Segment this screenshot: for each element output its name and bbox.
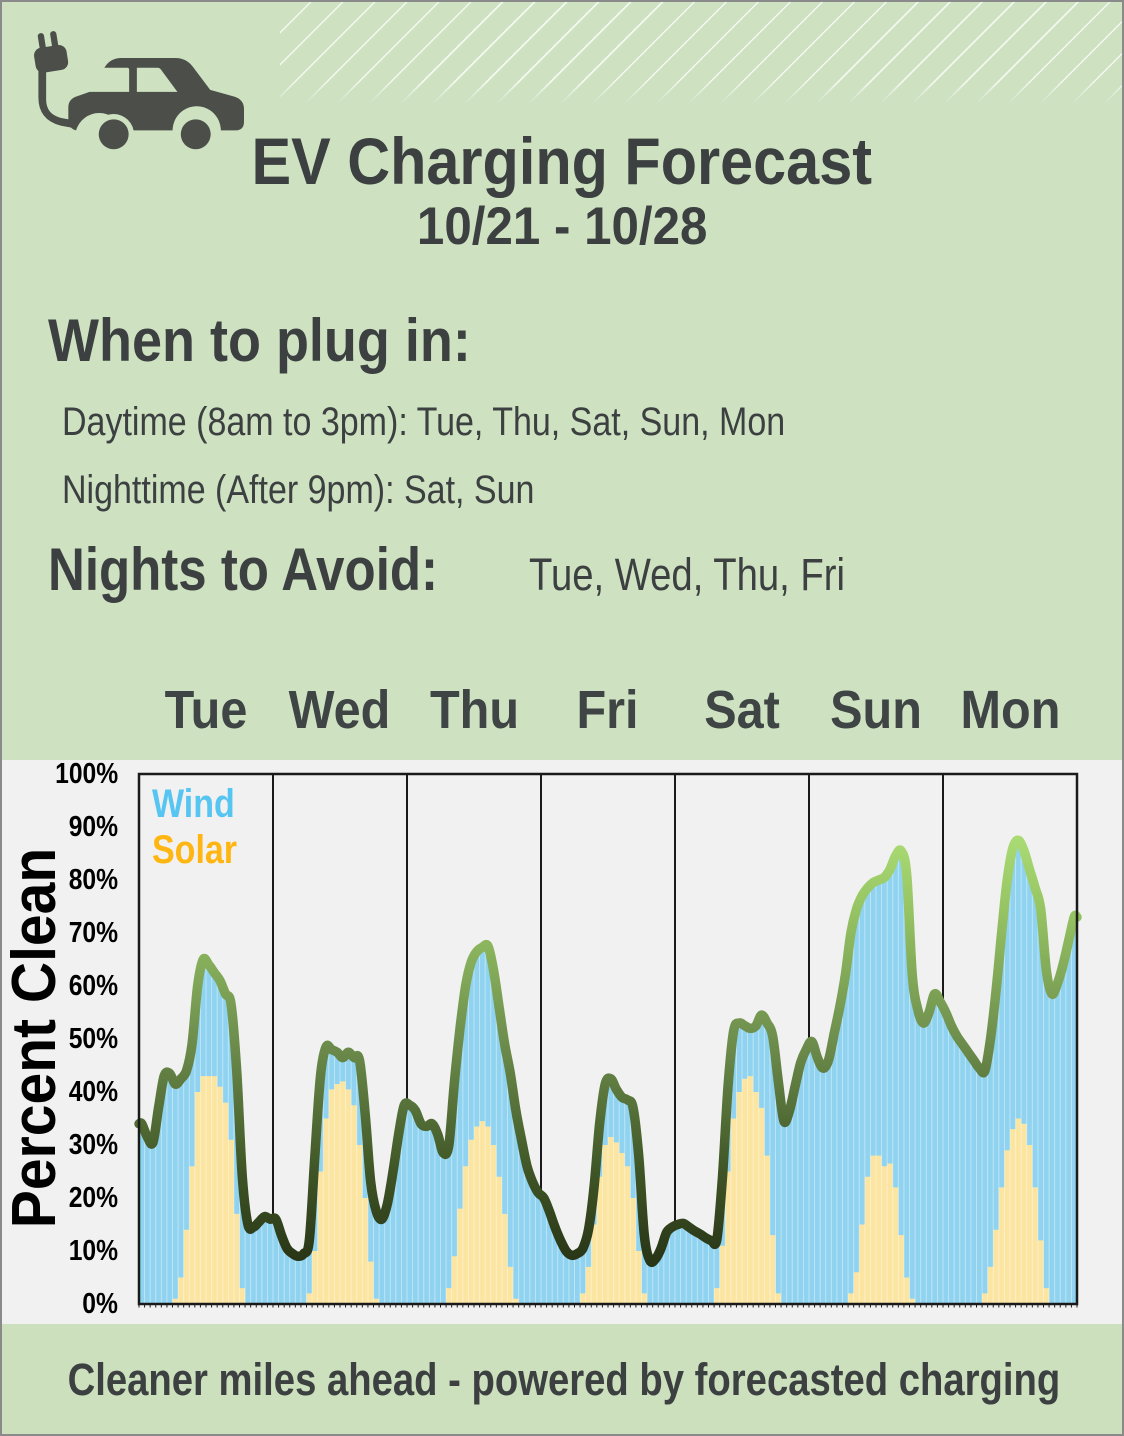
- clean-energy-chart: [134, 772, 1082, 1308]
- legend-solar: Solar: [152, 828, 238, 872]
- y-axis-title: Percent Clean: [0, 847, 69, 1229]
- ev-car-plug-icon: [34, 31, 244, 155]
- page-title-text: EV Charging Forecast: [251, 124, 873, 198]
- rear-window: [136, 67, 178, 92]
- nights-to-avoid-row: Nights to Avoid: Tue, Wed, Thu, Fri: [48, 538, 901, 602]
- day-label-sun: Sun: [830, 680, 922, 740]
- legend-wind: Wind: [152, 782, 235, 826]
- diagonal-stripes-decoration: [280, 2, 1122, 104]
- rear-wheel: [180, 119, 211, 150]
- ytick-100: 100%: [54, 758, 118, 790]
- nights-to-avoid-days: Tue, Wed, Thu, Fri: [528, 549, 845, 600]
- footer-tagline: Cleaner miles ahead - powered by forecas…: [67, 1354, 1061, 1405]
- nights-to-avoid-heading: Nights to Avoid:: [48, 536, 439, 603]
- daytime-recommendation: Daytime (8am to 3pm): Tue, Thu, Sat, Sun…: [62, 400, 786, 444]
- footer-banner: Cleaner miles ahead - powered by forecas…: [2, 1324, 1122, 1434]
- plug-prong-right: [50, 31, 59, 50]
- date-range: 10/21 - 10/28: [2, 199, 1122, 255]
- ytick-30: 30%: [68, 1129, 118, 1161]
- page-title: EV Charging Forecast: [2, 128, 1122, 194]
- plug-prong-left: [37, 33, 46, 52]
- chart-legend: Wind Solar: [152, 781, 252, 873]
- day-label-wed: Wed: [289, 680, 391, 740]
- day-label-mon: Mon: [960, 680, 1060, 740]
- date-range-text: 10/21 - 10/28: [416, 197, 708, 256]
- ytick-90: 90%: [68, 811, 118, 843]
- day-label-sat: Sat: [704, 680, 780, 740]
- ytick-10: 10%: [68, 1235, 118, 1267]
- front-wheel: [98, 119, 129, 150]
- ytick-70: 70%: [68, 917, 118, 949]
- day-label-tue: Tue: [164, 680, 248, 740]
- ytick-40: 40%: [68, 1076, 118, 1108]
- day-label-thu: Thu: [429, 680, 519, 740]
- day-label-fri: Fri: [576, 680, 640, 740]
- ytick-60: 60%: [68, 970, 118, 1002]
- charging-cable: [38, 67, 77, 129]
- ytick-0: 0%: [82, 1288, 118, 1320]
- nighttime-recommendation: Nighttime (After 9pm): Sat, Sun: [62, 468, 535, 512]
- ytick-80: 80%: [68, 864, 118, 896]
- plug-in-heading: When to plug in:: [48, 307, 471, 374]
- ytick-20: 20%: [68, 1182, 118, 1214]
- front-window: [88, 67, 130, 92]
- ytick-50: 50%: [68, 1023, 118, 1055]
- plug-body: [34, 44, 69, 73]
